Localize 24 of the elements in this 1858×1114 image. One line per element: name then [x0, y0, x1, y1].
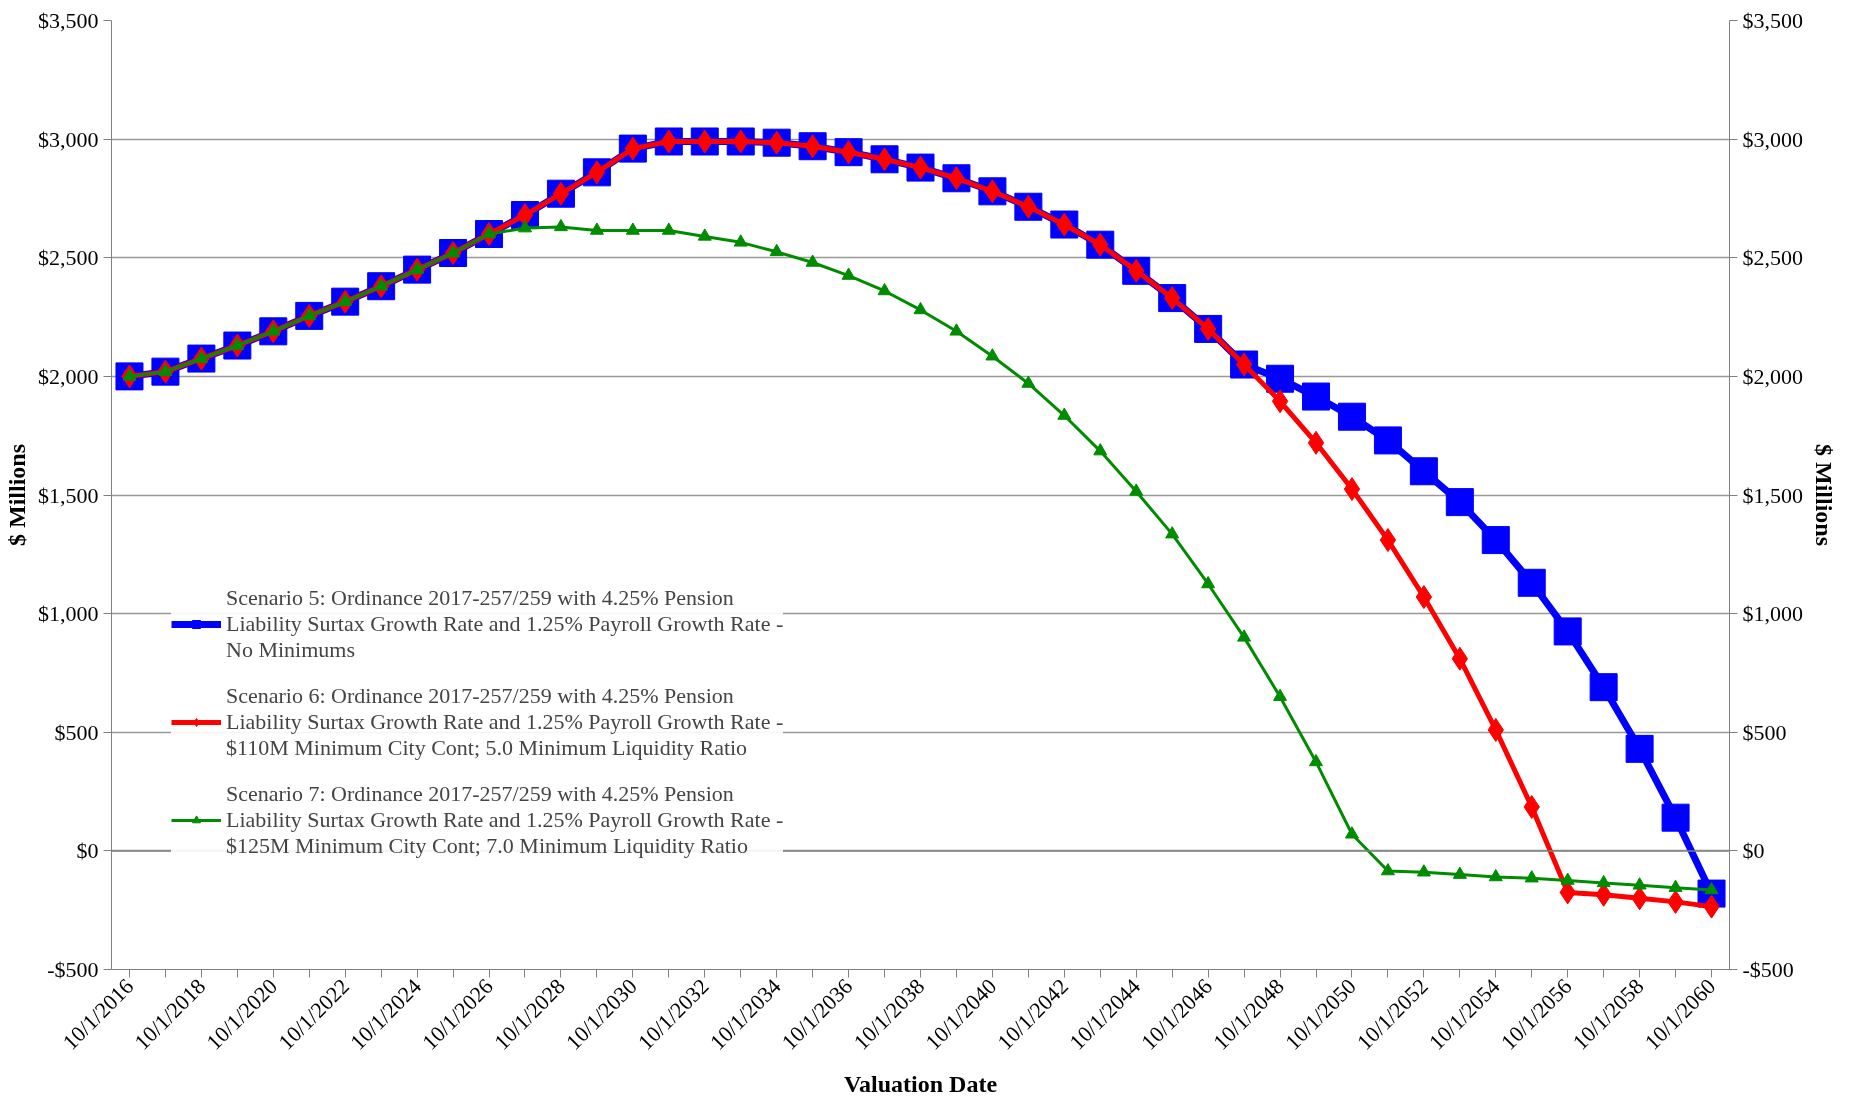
y-tick-label: $500	[54, 719, 99, 745]
y2-tick-label: $2,500	[1742, 245, 1803, 271]
x-axis-title: Valuation Date	[843, 1071, 998, 1098]
y-tick-label: $3,000	[38, 126, 99, 152]
y2-tick-label: $500	[1742, 719, 1787, 745]
legend-label: Scenario 6: Ordinance 2017-257/259 with 4.25% Pension Liability Surtax Growth Rate and 1.25% Payroll Growth Rate - $110M Minimum City Cont; 5.0 Minimum Liquidity Ratio	[226, 683, 784, 761]
y2-tick-label: $3,500	[1742, 8, 1803, 33]
y-tick-label: $1,500	[38, 482, 99, 508]
y2-tick-label: $1,000	[1742, 601, 1803, 627]
y-tick-label: -$500	[47, 957, 99, 982]
y2-tick-label: -$500	[1742, 957, 1794, 982]
y-tick-label: $2,000	[38, 363, 99, 389]
y-tick-label: $3,500	[38, 8, 99, 33]
y2-axis-title: $ Millions	[1811, 443, 1837, 547]
y-tick-label: $0	[76, 838, 99, 864]
y-axis-title: $ Millions	[4, 443, 30, 547]
y2-tick-label: $0	[1742, 838, 1765, 864]
y2-tick-label: $3,000	[1742, 126, 1803, 152]
y-tick-label: $1,000	[38, 601, 99, 627]
y2-tick-label: $1,500	[1742, 482, 1803, 508]
y2-tick-label: $2,000	[1742, 363, 1803, 389]
legend-label: Scenario 7: Ordinance 2017-257/259 with 4.25% Pension Liability Surtax Growth Rate and 1.25% Payroll Growth Rate - $125M Minimum City Cont; 7.0 Minimum Liquidity Ratio	[226, 781, 784, 859]
y-tick-label: $2,500	[38, 245, 99, 271]
legend-label: Scenario 5: Ordinance 2017-257/259 with 4.25% Pension Liability Surtax Growth Rate and 1.25% Payroll Growth Rate - No Minimums	[226, 585, 784, 663]
